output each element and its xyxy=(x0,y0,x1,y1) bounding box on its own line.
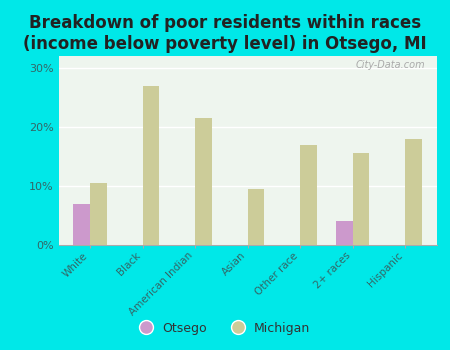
Text: City-Data.com: City-Data.com xyxy=(356,60,425,70)
Bar xyxy=(248,189,264,245)
Text: Breakdown of poor residents within races
(income below poverty level) in Otsego,: Breakdown of poor residents within races… xyxy=(23,14,427,53)
Legend: Otsego, Michigan: Otsego, Michigan xyxy=(135,317,315,340)
Bar xyxy=(143,85,159,245)
Bar xyxy=(352,153,369,245)
Bar xyxy=(90,183,107,245)
Bar xyxy=(300,145,317,245)
Bar xyxy=(405,139,422,245)
Bar xyxy=(195,118,212,245)
Bar xyxy=(73,204,90,245)
Bar xyxy=(336,222,352,245)
